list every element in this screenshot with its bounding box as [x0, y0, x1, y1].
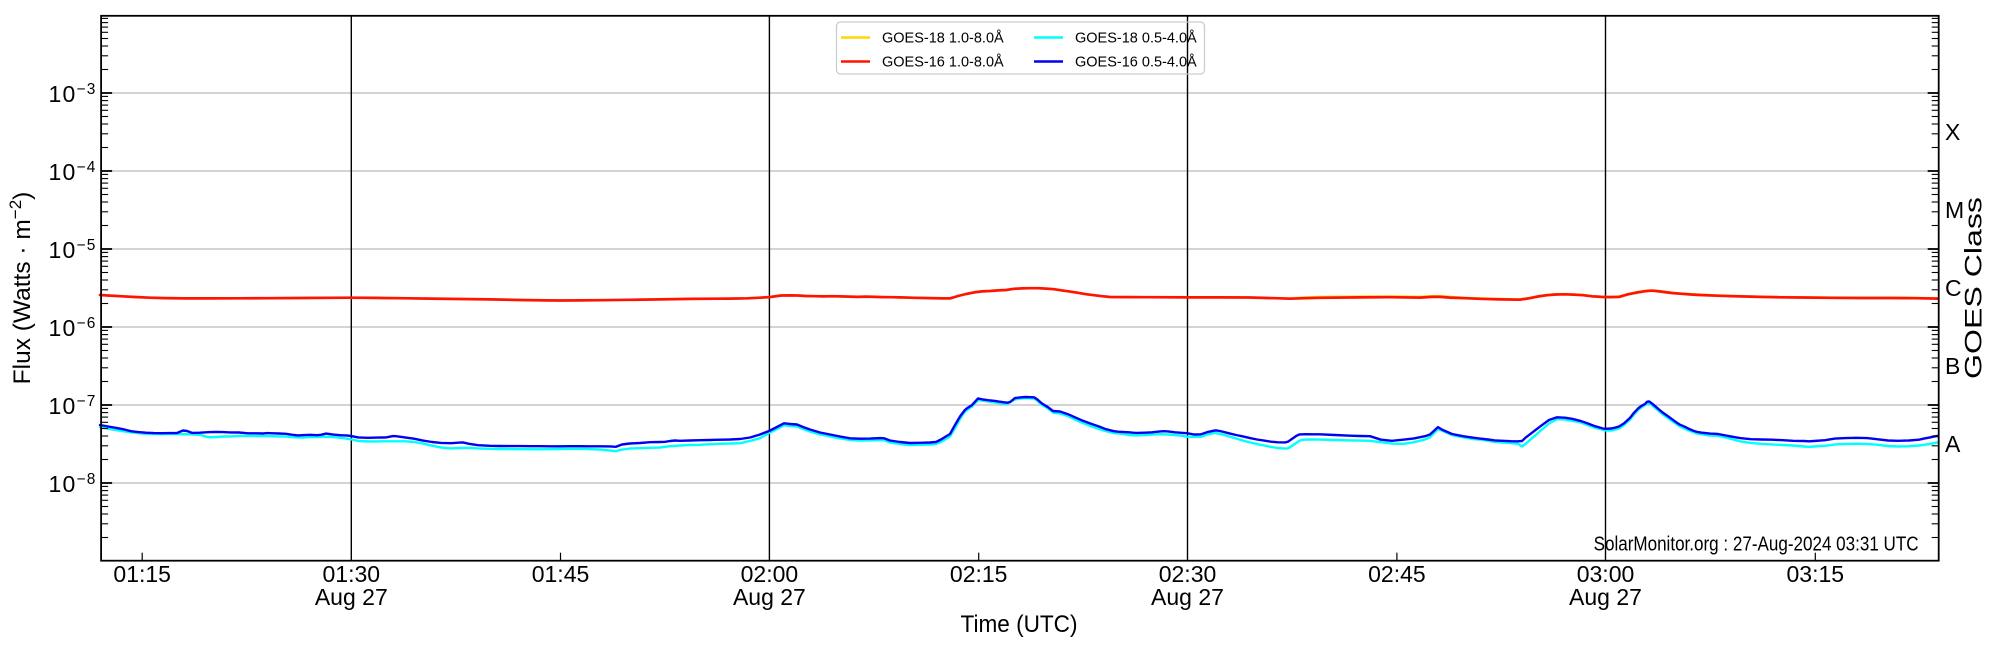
svg-text:SolarMonitor.org : 27-Aug-2024: SolarMonitor.org : 27-Aug-2024 03:31 UTC [1594, 534, 1919, 556]
svg-text:02:15: 02:15 [950, 561, 1008, 587]
svg-text:01:30: 01:30 [323, 561, 381, 587]
svg-text:01:15: 01:15 [113, 561, 171, 587]
svg-text:GOES Class: GOES Class [1961, 197, 1988, 379]
svg-text:B: B [1945, 353, 1960, 379]
svg-text:02:00: 02:00 [741, 561, 799, 587]
svg-text:Time (UTC): Time (UTC) [961, 611, 1078, 638]
svg-text:03:15: 03:15 [1787, 561, 1845, 587]
svg-text:Aug 27: Aug 27 [733, 584, 806, 610]
svg-text:C: C [1945, 275, 1962, 301]
svg-text:M: M [1945, 197, 1964, 223]
svg-text:GOES-16 0.5-4.0Å: GOES-16 0.5-4.0Å [1075, 54, 1197, 71]
svg-text:02:45: 02:45 [1368, 561, 1426, 587]
svg-text:Aug 27: Aug 27 [315, 584, 388, 610]
svg-text:Aug 27: Aug 27 [1151, 584, 1224, 610]
svg-text:GOES-18 1.0-8.0Å: GOES-18 1.0-8.0Å [882, 30, 1004, 47]
svg-text:02:30: 02:30 [1159, 561, 1217, 587]
svg-text:GOES-16 1.0-8.0Å: GOES-16 1.0-8.0Å [882, 54, 1004, 71]
svg-text:10−5: 10−5 [49, 237, 97, 263]
svg-text:Flux (Watts · m−2): Flux (Watts · m−2) [6, 192, 36, 385]
svg-text:10−7: 10−7 [49, 393, 97, 419]
svg-text:A: A [1945, 431, 1961, 457]
svg-text:GOES-18 0.5-4.0Å: GOES-18 0.5-4.0Å [1075, 30, 1197, 47]
svg-text:X: X [1945, 119, 1960, 145]
svg-text:Aug 27: Aug 27 [1569, 584, 1642, 610]
svg-text:01:45: 01:45 [532, 561, 590, 587]
svg-text:03:00: 03:00 [1577, 561, 1635, 587]
